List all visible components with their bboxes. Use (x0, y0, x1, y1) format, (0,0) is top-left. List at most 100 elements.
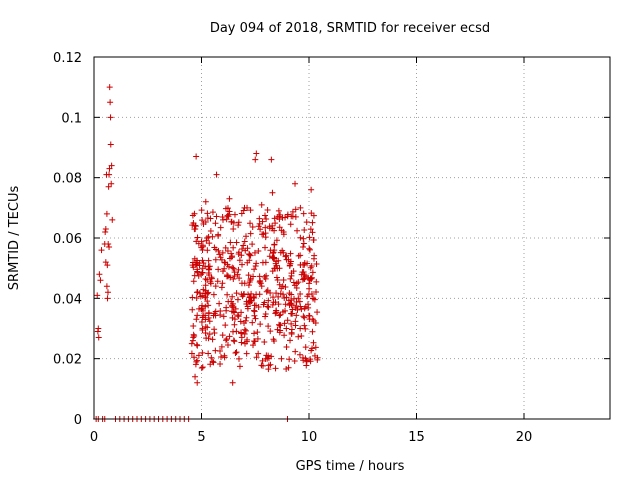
data-point (205, 263, 212, 270)
data-point (278, 227, 285, 234)
data-point (306, 234, 313, 241)
data-point (203, 335, 210, 342)
data-point (310, 318, 317, 325)
data-point (281, 332, 288, 339)
data-point (255, 223, 262, 230)
data-point (295, 333, 302, 340)
data-point (308, 186, 315, 193)
data-point (261, 212, 268, 219)
data-point (291, 295, 298, 302)
data-point (226, 333, 233, 340)
data-point (230, 219, 237, 226)
data-point (249, 224, 256, 231)
data-point (231, 321, 238, 328)
data-point (230, 337, 237, 344)
data-point (246, 294, 253, 301)
data-point (199, 257, 206, 264)
data-point (297, 252, 304, 259)
data-point (261, 339, 268, 346)
data-point (189, 306, 196, 313)
data-point (283, 343, 290, 350)
data-point (313, 278, 320, 285)
data-point (282, 214, 289, 221)
data-point (299, 354, 306, 361)
data-point (194, 266, 201, 273)
data-point (194, 234, 201, 241)
data-point (277, 327, 284, 334)
data-point (199, 265, 206, 272)
data-point (190, 331, 197, 338)
data-point (210, 291, 217, 298)
data-point (207, 280, 214, 287)
data-point (266, 253, 273, 260)
data-point (267, 247, 274, 254)
data-point (235, 355, 242, 362)
data-point (282, 283, 289, 290)
data-point (217, 254, 224, 261)
data-point (199, 349, 206, 356)
data-point (281, 295, 288, 302)
data-point (268, 156, 275, 163)
data-point (218, 256, 225, 263)
data-point (309, 328, 316, 335)
data-point (284, 317, 291, 324)
data-point (278, 285, 285, 292)
data-point (248, 290, 255, 297)
data-point (106, 84, 113, 91)
data-point (308, 263, 315, 270)
data-point (219, 280, 226, 287)
data-point (272, 307, 279, 314)
data-point (238, 334, 245, 341)
data-point (198, 305, 205, 312)
data-point (262, 259, 269, 266)
data-point (311, 252, 318, 259)
data-point (236, 275, 243, 282)
data-point (108, 180, 115, 187)
data-point (305, 291, 312, 298)
data-point (277, 311, 284, 318)
data-point (191, 272, 198, 279)
data-point (309, 269, 316, 276)
data-point (275, 293, 282, 300)
data-point (236, 363, 243, 370)
data-point (202, 198, 209, 205)
data-point (302, 344, 309, 351)
data-point (194, 312, 201, 319)
data-point (107, 141, 114, 148)
data-point (257, 280, 264, 287)
data-point (208, 274, 215, 281)
data-point (241, 238, 248, 245)
data-point (240, 242, 247, 249)
data-point (235, 222, 242, 229)
y-tick-label: 0.04 (53, 292, 82, 307)
data-point (265, 304, 272, 311)
ticks-layer: 0 0.02 0.04 0.06 0.08 0.1 0.12 0 5 10 15 20 (53, 51, 610, 445)
data-point (219, 332, 226, 339)
data-point (281, 320, 288, 327)
data-point (189, 262, 196, 269)
data-point (296, 351, 303, 358)
data-point (296, 298, 303, 305)
data-point (270, 249, 277, 256)
data-point (208, 354, 215, 361)
data-point (219, 268, 226, 275)
data-point (238, 309, 245, 316)
data-point (300, 244, 307, 251)
data-point (249, 319, 256, 326)
data-point (235, 266, 242, 273)
data-point (283, 256, 290, 263)
data-point (216, 251, 223, 258)
data-point (313, 288, 320, 295)
data-point (265, 323, 272, 330)
data-point (251, 266, 258, 273)
data-point (103, 283, 110, 290)
data-point (213, 213, 220, 220)
data-point (109, 216, 116, 223)
data-point (297, 290, 304, 297)
data-point (241, 331, 248, 338)
y-tick-label: 0.06 (53, 232, 82, 247)
data-point (307, 226, 314, 233)
data-point (251, 249, 258, 256)
data-point (295, 295, 302, 302)
data-point (301, 227, 308, 234)
